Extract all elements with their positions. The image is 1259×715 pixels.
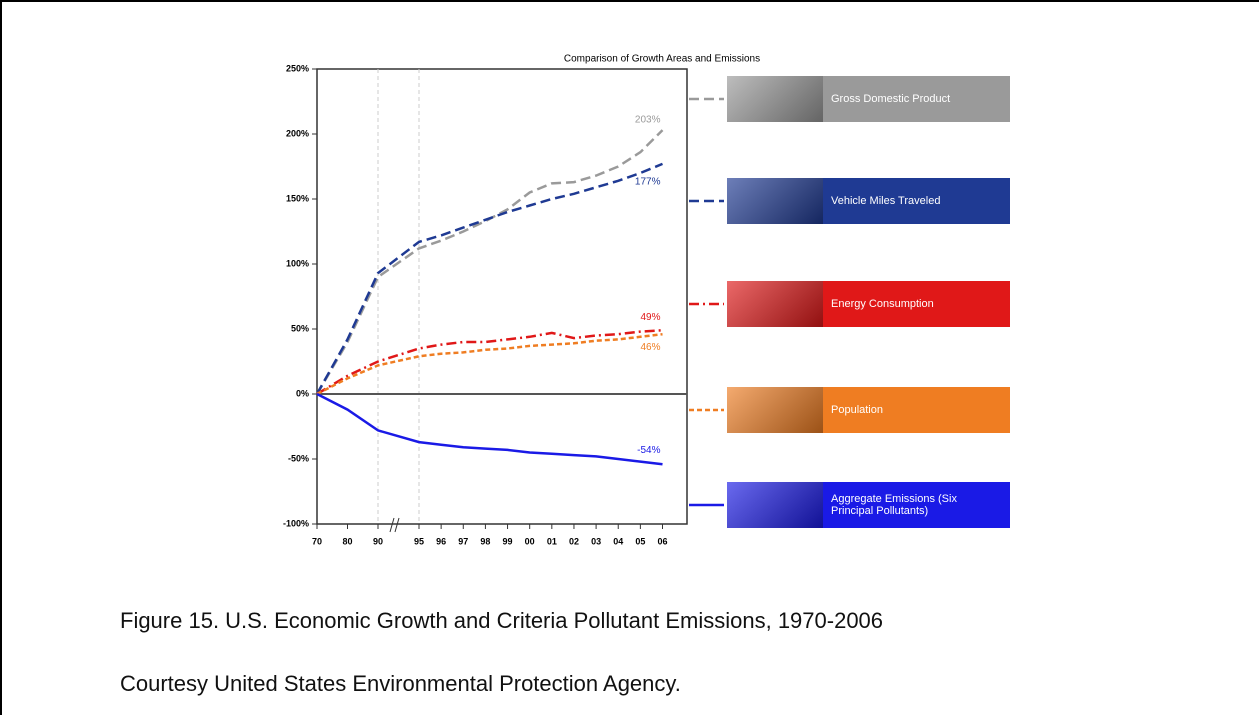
legend-entry: Aggregate Emissions (Six Principal Pollu… [727, 482, 1010, 528]
y-tick-label: 250% [286, 63, 309, 73]
data-label: 46% [640, 342, 660, 353]
data-label: 49% [640, 312, 660, 323]
legend-image [727, 178, 823, 224]
data-label: -54% [637, 445, 660, 456]
x-tick-label: 04 [613, 536, 623, 546]
legend-image [727, 482, 823, 528]
y-tick-label: 0% [296, 388, 309, 398]
series-line [315, 162, 663, 395]
y-tick-label: 150% [286, 193, 309, 203]
x-tick-label: 03 [591, 536, 601, 546]
x-tick-label: 00 [525, 536, 535, 546]
x-tick-label: 95 [414, 536, 424, 546]
y-tick-label: -100% [283, 518, 309, 528]
x-tick-label: 99 [503, 536, 513, 546]
figure-caption: Figure 15. U.S. Economic Growth and Crit… [120, 608, 884, 633]
legend-label: Gross Domestic Product [831, 93, 951, 105]
series-line [315, 129, 664, 395]
y-tick-label: 200% [286, 128, 309, 138]
data-label: 203% [635, 115, 661, 126]
x-tick-label: 02 [569, 536, 579, 546]
x-tick-label: 96 [436, 536, 446, 546]
legend-label: Vehicle Miles Traveled [831, 195, 941, 207]
series-line [316, 392, 663, 466]
legend-image [727, 76, 823, 122]
axis-break [389, 517, 400, 533]
series-line [316, 329, 663, 396]
y-tick-label: 50% [291, 323, 309, 333]
plot-frame [316, 68, 688, 525]
legend-entry: Energy Consumption [727, 281, 1010, 327]
legend-image [727, 281, 823, 327]
legend-image [727, 387, 823, 433]
legend-label: Aggregate Emissions (Six Principal Pollu… [831, 493, 957, 517]
y-tick-label: -50% [288, 453, 309, 463]
x-tick-label: 97 [458, 536, 468, 546]
legend-label: Population [831, 404, 883, 416]
legend-label: Energy Consumption [831, 298, 934, 310]
legend-entry: Gross Domestic Product [727, 76, 1010, 122]
x-tick-label: 90 [373, 536, 383, 546]
figure-source: Courtesy United States Environmental Pro… [120, 671, 681, 696]
data-label: 177% [635, 177, 661, 188]
chart-title: Comparison of Growth Areas and Emissions [564, 54, 760, 65]
series-line [316, 332, 663, 396]
x-tick-label: 70 [312, 536, 322, 546]
x-tick-label: 01 [547, 536, 557, 546]
y-tick-label: 100% [286, 258, 309, 268]
legend-entry: Population [727, 387, 1010, 433]
x-tick-label: 06 [658, 536, 668, 546]
legend-entry: Vehicle Miles Traveled [727, 178, 1010, 224]
x-tick-label: 98 [480, 536, 490, 546]
x-tick-label: 05 [635, 536, 645, 546]
x-tick-label: 80 [342, 536, 352, 546]
